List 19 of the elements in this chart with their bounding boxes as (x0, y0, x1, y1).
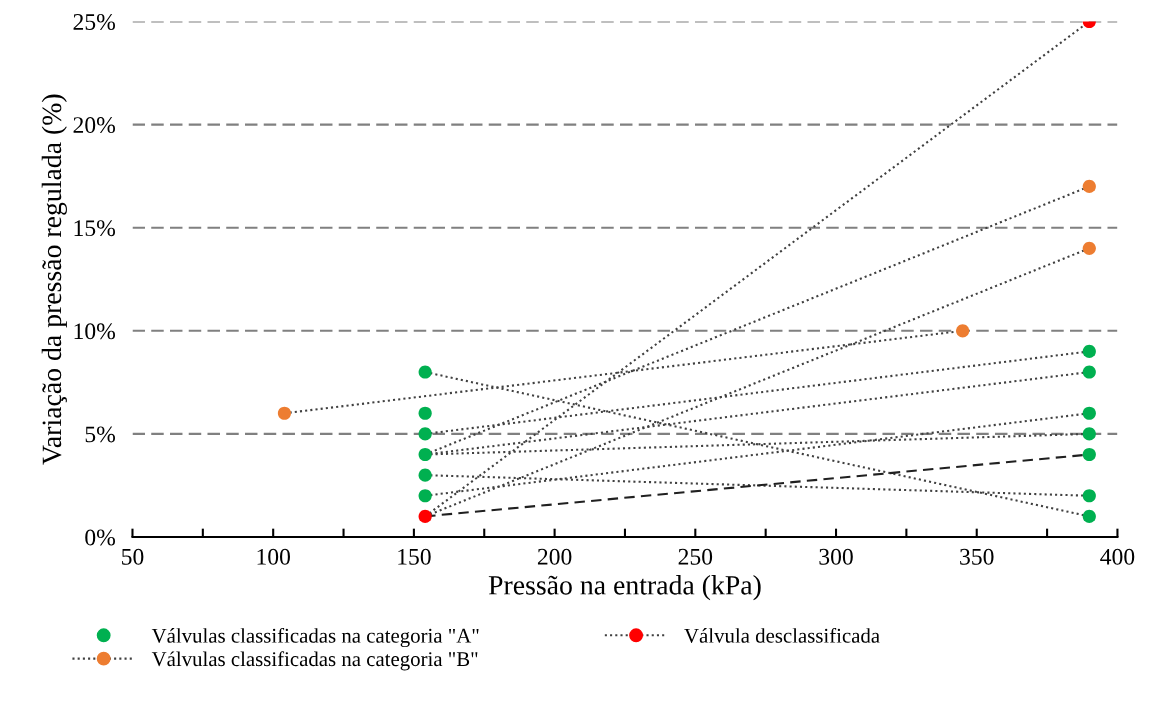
y-tick-label: 0% (85, 529, 116, 546)
y-tick-label: 20% (73, 117, 116, 134)
y-tick-label: 5% (85, 426, 116, 443)
x-tick-label: 100 (257, 548, 290, 565)
y-tick-label: 15% (74, 220, 116, 237)
legend-label: Válvulas classificadas na categoria "B" (151, 651, 478, 671)
x-tick-label: 350 (960, 548, 994, 565)
x-axis-title: Pressão na entrada (kPa) (488, 575, 761, 601)
legend-label: Válvula desclassificada (684, 627, 880, 643)
y-axis-title: Variação da pressão regulada (%) (41, 94, 67, 465)
x-tick-label: 50 (122, 548, 144, 565)
y-tick-label: 25% (73, 13, 116, 30)
x-tick-label: 300 (819, 548, 853, 565)
x-tick-label: 250 (678, 548, 713, 565)
x-tick-label: 150 (398, 548, 431, 565)
legend-label: Válvulas classificadas na categoria "A" (151, 627, 479, 648)
x-tick-label: 400 (1100, 548, 1135, 565)
x-tick-label: 200 (537, 548, 572, 565)
y-tick-label: 10% (74, 323, 116, 340)
